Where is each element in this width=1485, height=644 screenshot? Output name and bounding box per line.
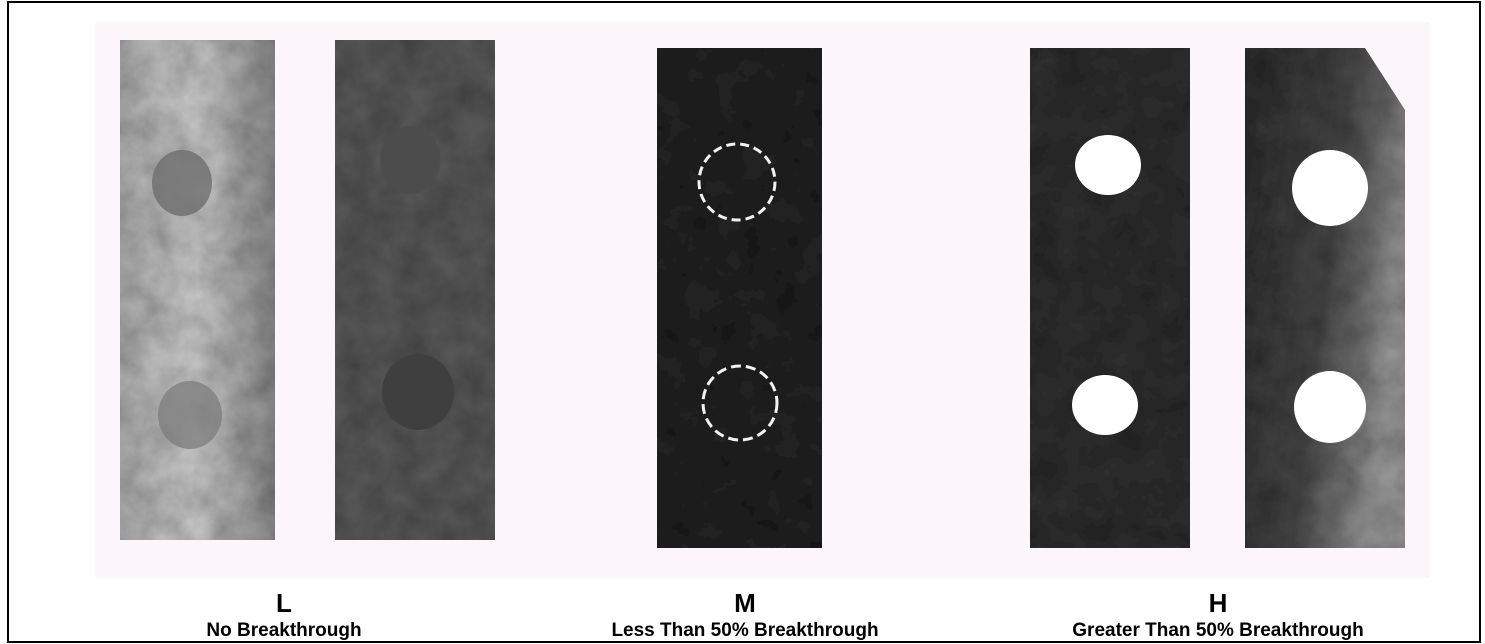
group-caption: Less Than 50% Breakthrough [611,620,878,641]
figure: LNo Breakthrough MLess Than 50% Breakthro… [0,0,1485,644]
strip-l-1 [120,40,275,540]
strip-h-1 [1030,48,1190,548]
page: LNo Breakthrough MLess Than 50% Breakthro… [0,0,1485,644]
strip-l-2 [335,40,495,540]
group-caption: Greater Than 50% Breakthrough [1072,620,1363,641]
group-letter: H [1209,588,1228,618]
group-caption: No Breakthrough [206,620,361,641]
strip-m [657,48,822,548]
group-letter: L [276,588,292,618]
group-letter: M [734,588,756,618]
strip-h-2 [1245,48,1405,548]
